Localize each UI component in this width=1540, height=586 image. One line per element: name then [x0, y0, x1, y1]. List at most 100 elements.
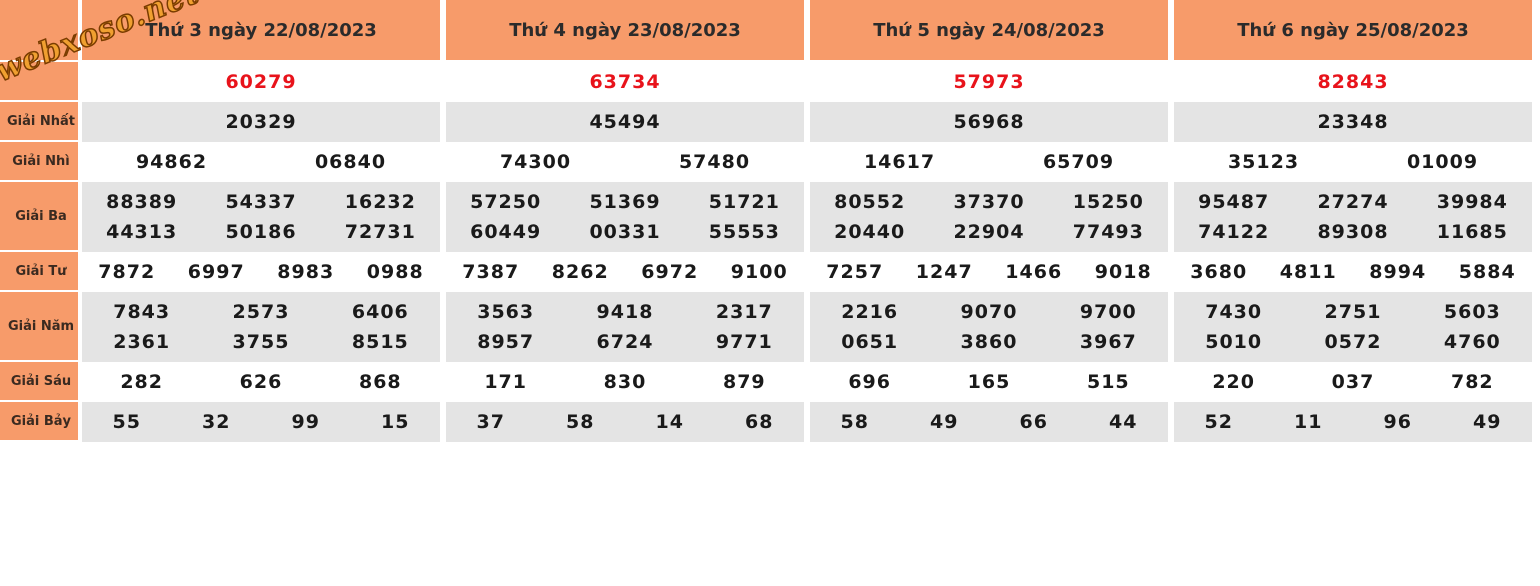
- second-prize: 14617 65709: [810, 142, 1168, 182]
- special-prize-number: 57973: [953, 71, 1025, 93]
- fifth-prize-number: 9771: [715, 331, 773, 353]
- sixth-prize-number: 782: [1450, 371, 1494, 393]
- third-prize-number: 15250: [1072, 191, 1144, 213]
- second-prize-number: 06840: [314, 151, 387, 173]
- fourth-prize: 7872 6997 8983 0988: [82, 252, 440, 292]
- fifth-prize-number: 3860: [960, 331, 1018, 353]
- fifth-prize-number: 3563: [477, 301, 535, 323]
- third-prize-number: 20440: [834, 221, 906, 243]
- special-prize: 82843: [1174, 62, 1532, 102]
- sixth-prize-number: 830: [603, 371, 647, 393]
- sixth-prize-number: 879: [722, 371, 766, 393]
- sixth-prize: 282 626 868: [82, 362, 440, 402]
- third-prize-number: 89308: [1317, 221, 1389, 243]
- second-prize-number: 94862: [135, 151, 208, 173]
- prize-label: Giải Ba: [0, 182, 82, 252]
- second-prize-number: 01009: [1406, 151, 1479, 173]
- seventh-prize-number: 99: [291, 411, 320, 433]
- seventh-prize-number: 14: [655, 411, 684, 433]
- fourth-prize-number: 7257: [826, 261, 884, 283]
- second-prize-number: 57480: [678, 151, 751, 173]
- third-prize-line: 44313 50186 72731: [82, 217, 440, 247]
- seventh-prize-number: 58: [840, 411, 869, 433]
- second-prize-number: 65709: [1042, 151, 1115, 173]
- prize-label: [0, 62, 82, 102]
- fourth-prize-number: 4811: [1279, 261, 1337, 283]
- seventh-prize: 37 58 14 68: [446, 402, 804, 442]
- sixth-prize: 171 830 879: [446, 362, 804, 402]
- fifth-prize-number: 8515: [351, 331, 409, 353]
- sixth-prize-number: 626: [239, 371, 283, 393]
- third-prize-line: 60449 00331 55553: [446, 217, 804, 247]
- fourth-prize-number: 6972: [641, 261, 699, 283]
- prize-label: Giải Sáu: [0, 362, 82, 402]
- prize-label: Giải Nhất: [0, 102, 82, 142]
- special-prize: 63734: [446, 62, 804, 102]
- third-prize-line: 74122 89308 11685: [1174, 217, 1532, 247]
- seventh-prize-number: 37: [476, 411, 505, 433]
- seventh-prize-number: 58: [566, 411, 595, 433]
- third-prize-number: 00331: [589, 221, 661, 243]
- special-prize-number: 82843: [1317, 71, 1389, 93]
- fifth-prize-line: 7430 2751 5603: [1174, 297, 1532, 327]
- second-prize-number: 74300: [499, 151, 572, 173]
- sixth-prize: 220 037 782: [1174, 362, 1532, 402]
- fifth-prize-number: 4760: [1443, 331, 1501, 353]
- fifth-prize-line: 7843 2573 6406: [82, 297, 440, 327]
- fourth-prize-number: 3680: [1190, 261, 1248, 283]
- fifth-prize-number: 8957: [477, 331, 535, 353]
- third-prize-number: 51369: [589, 191, 661, 213]
- day-title: Thứ 5 ngày 24/08/2023: [810, 0, 1168, 62]
- third-prize-number: 88389: [106, 191, 178, 213]
- fifth-prize: 3563 9418 2317 8957 6724 9771: [446, 292, 804, 362]
- second-prize-number: 35123: [1227, 151, 1300, 173]
- seventh-prize-number: 66: [1019, 411, 1048, 433]
- second-prize: 94862 06840: [82, 142, 440, 182]
- prize-label: Giải Nhì: [0, 142, 82, 182]
- first-prize: 45494: [446, 102, 804, 142]
- seventh-prize-number: 49: [930, 411, 959, 433]
- column-separator: [442, 0, 446, 444]
- special-prize: 60279: [82, 62, 440, 102]
- seventh-prize-number: 68: [745, 411, 774, 433]
- fourth-prize: 7257 1247 1466 9018: [810, 252, 1168, 292]
- fourth-prize-number: 1247: [915, 261, 973, 283]
- fifth-prize-number: 2216: [841, 301, 899, 323]
- fifth-prize-line: 8957 6724 9771: [446, 327, 804, 357]
- third-prize-line: 20440 22904 77493: [810, 217, 1168, 247]
- fourth-prize-number: 5884: [1458, 261, 1516, 283]
- third-prize-number: 80552: [834, 191, 906, 213]
- third-prize-number: 16232: [344, 191, 416, 213]
- sixth-prize-number: 171: [484, 371, 527, 393]
- third-prize-number: 11685: [1436, 221, 1508, 243]
- fourth-prize-number: 9100: [730, 261, 788, 283]
- label-header-cell: [0, 0, 82, 62]
- special-prize-number: 60279: [225, 71, 297, 93]
- fourth-prize-number: 9018: [1094, 261, 1152, 283]
- third-prize-number: 74122: [1198, 221, 1270, 243]
- fifth-prize-number: 6406: [351, 301, 409, 323]
- fourth-prize: 3680 4811 8994 5884: [1174, 252, 1532, 292]
- third-prize-number: 44313: [106, 221, 178, 243]
- seventh-prize-number: 44: [1109, 411, 1138, 433]
- third-prize-number: 72731: [344, 221, 416, 243]
- seventh-prize: 52 11 96 49: [1174, 402, 1532, 442]
- day-title: Thứ 6 ngày 25/08/2023: [1174, 0, 1532, 62]
- fifth-prize: 7843 2573 6406 2361 3755 8515: [82, 292, 440, 362]
- seventh-prize: 55 32 99 15: [82, 402, 440, 442]
- third-prize-number: 51721: [708, 191, 780, 213]
- fifth-prize-number: 7843: [113, 301, 171, 323]
- day-title: Thứ 3 ngày 22/08/2023: [82, 0, 440, 62]
- seventh-prize-number: 96: [1383, 411, 1412, 433]
- prize-label: Giải Bảy: [0, 402, 82, 442]
- first-prize-number: 20329: [225, 111, 297, 133]
- first-prize-number: 23348: [1317, 111, 1389, 133]
- third-prize-number: 57250: [470, 191, 542, 213]
- third-prize-line: 95487 27274 39984: [1174, 187, 1532, 217]
- seventh-prize-number: 15: [381, 411, 410, 433]
- third-prize-number: 22904: [953, 221, 1025, 243]
- seventh-prize-number: 55: [112, 411, 141, 433]
- right-margin: [1532, 0, 1540, 444]
- fifth-prize-number: 2361: [113, 331, 171, 353]
- fifth-prize-number: 9700: [1079, 301, 1137, 323]
